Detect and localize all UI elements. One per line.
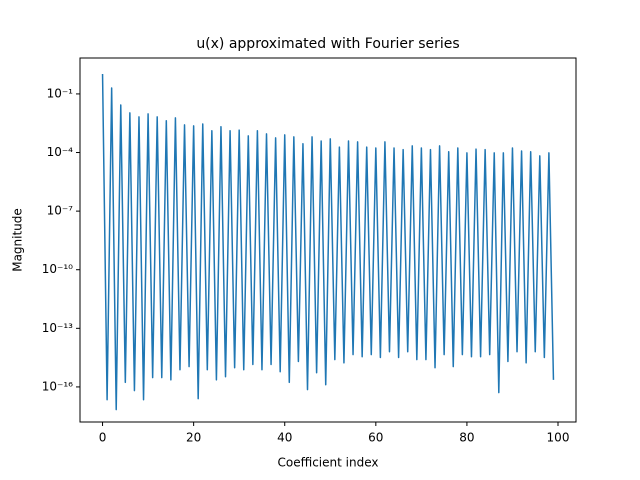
axes-frame xyxy=(79,57,577,423)
x-tick-label: 20 xyxy=(186,431,201,445)
plot-area xyxy=(101,73,555,411)
chart-title: u(x) approximated with Fourier series xyxy=(196,36,459,52)
y-tick-label: 10⁻¹³ xyxy=(42,321,73,335)
data-line xyxy=(101,73,555,411)
y-axis-label: Magnitude xyxy=(11,208,25,272)
y-tick-label: 10⁻¹⁰ xyxy=(42,262,73,276)
x-tick-label: 0 xyxy=(99,431,107,445)
y-tick-label: 10⁻⁷ xyxy=(47,204,74,218)
y-tick-label: 10⁻¹⁶ xyxy=(42,379,73,393)
x-tick-label: 100 xyxy=(547,431,570,445)
y-tick-label: 10⁻¹ xyxy=(47,86,74,100)
x-tick-label: 40 xyxy=(277,431,292,445)
x-tick-label: 80 xyxy=(459,431,474,445)
x-tick-label: 60 xyxy=(368,431,383,445)
x-axis-label: Coefficient index xyxy=(278,456,379,470)
y-tick-label: 10⁻⁴ xyxy=(47,145,74,159)
